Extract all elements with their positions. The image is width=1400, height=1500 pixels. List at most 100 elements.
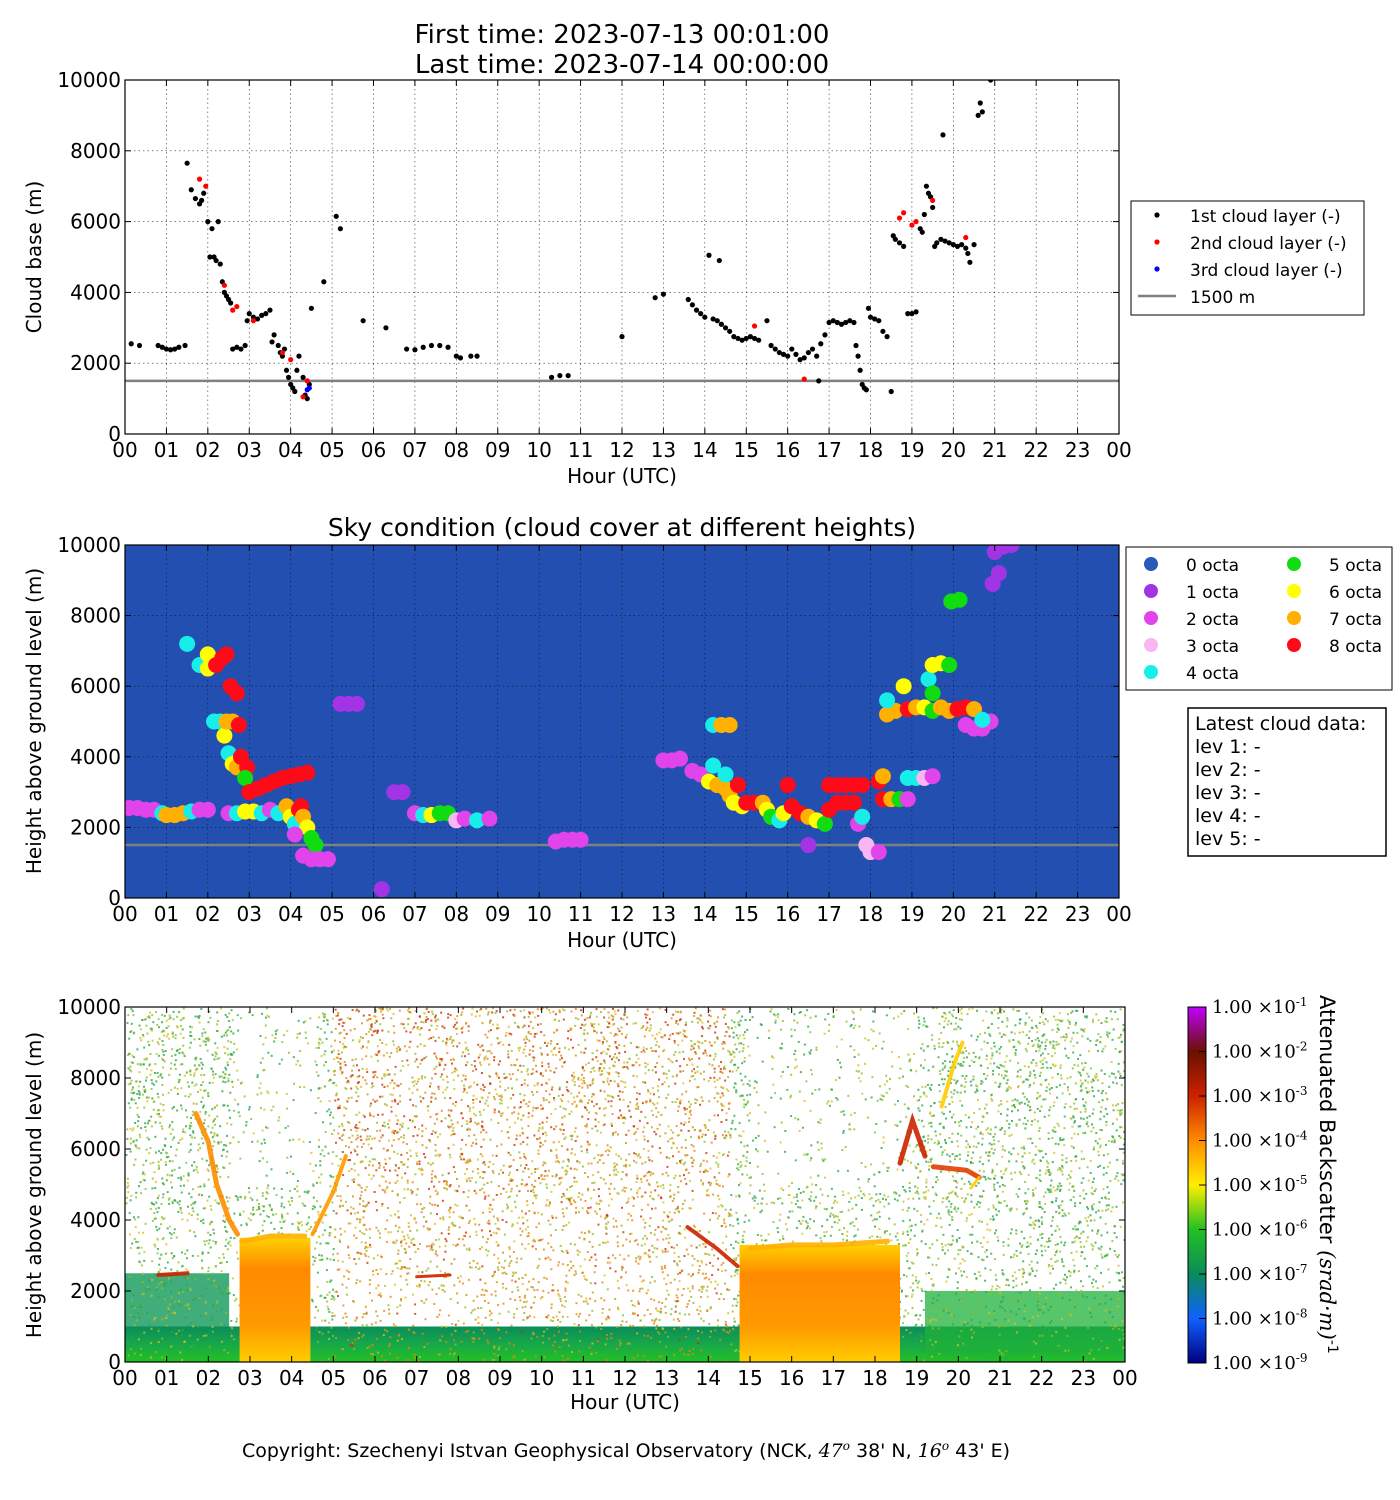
cloud-base-point	[909, 311, 915, 317]
latest-lev-2: lev 2: -	[1195, 759, 1261, 781]
legend-octa-marker	[1144, 611, 1158, 625]
cloud-base-point	[217, 261, 223, 267]
cloud-base-point	[234, 303, 240, 310]
colorbar-tick: 1.00 ×10-3	[1212, 1084, 1308, 1107]
cloud-base-point	[909, 222, 915, 228]
colorbar-tick: 1.00 ×10-9	[1212, 1351, 1308, 1374]
x-tick-label: 16	[775, 438, 800, 462]
cloud-base-point	[457, 355, 464, 361]
x-tick-label: 18	[858, 438, 883, 462]
colorbar: 1.00 ×10-9 1.00 ×10-8 1.00 ×10-7 1.00 ×10-6…	[1187, 995, 1340, 1374]
y-tick-label: 6000	[70, 210, 121, 234]
x-tick-label: 03	[237, 1366, 262, 1390]
latest-cloud-data-box: Latest cloud data: lev 1: - lev 2: - lev…	[1187, 707, 1387, 857]
cloud-base-point	[751, 323, 758, 329]
x-tick-label: 13	[651, 438, 676, 462]
x-tick-label: 17	[816, 902, 841, 926]
cloud-base-point	[128, 341, 134, 347]
x-tick-label: 00	[112, 438, 137, 462]
latest-cloud-data-title: Latest cloud data:	[1195, 713, 1366, 735]
cloud-base-panel: 00 01 02 03 04 05 06 07 08 09 10 11 12 13 14 15 16 17 18 19…	[22, 68, 1365, 488]
cloud-base-point	[207, 254, 213, 260]
x-tick-label: 09	[487, 1366, 512, 1390]
sky-condition-point	[481, 810, 498, 827]
panel2-legend: 0 octa 1 octa 2 octa 3 octa 4 octa 5 octa 6 oc…	[1125, 546, 1393, 691]
cloud-base-point	[383, 325, 389, 331]
cloud-base-point	[308, 305, 314, 311]
cloud-base-point	[234, 344, 240, 350]
x-tick-label: 18	[858, 902, 883, 926]
sky-condition-point	[721, 717, 738, 734]
cloud-base-point	[843, 319, 849, 326]
cloud-base-point	[263, 311, 269, 317]
cloud-base-point	[863, 387, 869, 393]
panel2-points	[125, 545, 1020, 898]
cloud-base-point	[445, 344, 451, 350]
cloud-base-point	[971, 242, 977, 248]
x-tick-label: 06	[361, 902, 386, 926]
cloud-base-point	[905, 311, 911, 317]
cloud-base-point	[269, 339, 275, 345]
colorbar-tick: 1.00 ×10-6	[1212, 1218, 1308, 1241]
cloud-base-point	[619, 334, 625, 340]
x-tick-label: 15	[737, 1366, 762, 1390]
panel2-xlabel: Hour (UTC)	[567, 928, 677, 952]
cloud-base-point	[288, 357, 294, 363]
x-tick-label: 02	[195, 438, 220, 462]
cloud-base-point	[292, 388, 298, 395]
cloud-base-point	[988, 80, 994, 83]
cloud-base-point	[230, 307, 236, 313]
cloud-base-point	[716, 257, 722, 264]
x-tick-label: 08	[444, 902, 469, 926]
cloud-base-point	[977, 100, 983, 106]
legend-octa-marker	[1144, 557, 1158, 571]
cloud-base-point	[238, 346, 244, 352]
cloud-base-point	[209, 226, 215, 232]
x-tick-label: 22	[1023, 438, 1048, 462]
colorbar-tick: 1.00 ×10-4	[1212, 1129, 1308, 1152]
cloud-base-point	[888, 388, 894, 395]
sky-condition-point	[879, 692, 896, 709]
sky-condition-point	[854, 777, 871, 794]
cloud-base-point	[176, 344, 182, 350]
sky-condition-point	[924, 685, 941, 702]
cloud-base-point	[230, 346, 236, 352]
legend-octa-marker	[1287, 557, 1301, 571]
sky-condition-point	[456, 810, 473, 827]
cloud-base-point	[706, 252, 712, 258]
legend-octa-8: 8 octa	[1329, 637, 1382, 657]
x-tick-label: 07	[404, 1366, 429, 1390]
x-tick-label: 00	[1106, 438, 1131, 462]
cloud-base-point	[963, 234, 969, 241]
colorbar-tick: 1.00 ×10-5	[1212, 1173, 1308, 1196]
cloud-base-point	[474, 353, 480, 359]
cloud-base-point	[751, 335, 758, 342]
sky-condition-point	[800, 837, 817, 854]
cloud-base-point	[913, 219, 919, 225]
sky-condition-point	[348, 695, 365, 712]
cloud-base-point	[938, 236, 944, 242]
cloud-base-point	[182, 342, 188, 349]
y-tick-label: 0	[108, 1350, 121, 1374]
y-tick-label: 4000	[70, 280, 121, 304]
cloud-base-point	[967, 259, 973, 265]
x-tick-label: 07	[402, 902, 427, 926]
sky-condition-point	[729, 777, 746, 794]
cloud-base-point	[259, 312, 265, 319]
cloud-base-point	[789, 346, 795, 352]
colorbar-tick: 1.00 ×10-2	[1212, 1040, 1308, 1063]
legend-octa-2: 2 octa	[1186, 610, 1239, 630]
sky-condition-point	[237, 769, 254, 786]
cloud-base-point	[412, 347, 418, 353]
latest-lev-5: lev 5: -	[1195, 828, 1261, 850]
cloud-base-point	[279, 349, 285, 356]
sky-condition-point	[1003, 545, 1020, 553]
cloud-base-point	[764, 318, 770, 324]
cloud-base-point	[867, 314, 874, 320]
panel1-xlabel: Hour (UTC)	[567, 464, 677, 488]
cloud-base-point	[337, 226, 343, 232]
y-tick-label: 8000	[70, 139, 121, 163]
cloud-base-point	[404, 346, 410, 352]
cloud-base-point	[880, 328, 886, 334]
